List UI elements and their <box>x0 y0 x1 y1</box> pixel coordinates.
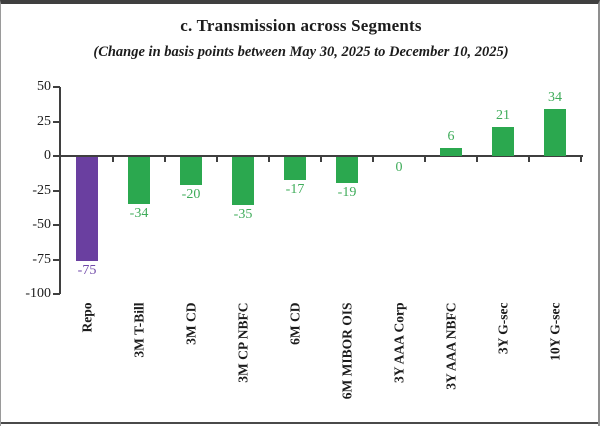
y-axis-tick <box>53 155 60 157</box>
bar-value-label: 34 <box>548 90 562 106</box>
y-axis-tick-label: -25 <box>32 182 51 198</box>
bar <box>232 157 254 206</box>
y-axis-tick-label: -50 <box>32 217 51 232</box>
bar-value-label: -20 <box>181 186 201 202</box>
x-axis-tick <box>216 157 218 162</box>
chart-title: c. Transmission across Segments <box>180 16 422 35</box>
bar-value-label: -19 <box>337 185 357 201</box>
y-axis-tick-label: 25 <box>37 113 51 129</box>
y-axis-line <box>59 87 61 294</box>
category-label: 6M CD <box>287 302 302 345</box>
y-axis-tick <box>53 258 60 261</box>
y-axis-tick-label: -100 <box>25 286 51 301</box>
category-label: 6M MIBOR OIS <box>339 302 354 400</box>
x-axis-tick <box>320 157 322 162</box>
bar <box>180 157 202 185</box>
bar <box>128 157 150 204</box>
x-axis-line <box>59 155 583 157</box>
category-label: Repo <box>79 302 94 333</box>
bar-value-label: -17 <box>285 182 305 198</box>
y-axis-tick <box>53 293 60 295</box>
figure-bottom-rule <box>1 422 598 424</box>
x-axis-tick <box>164 157 166 162</box>
y-axis-tick <box>53 86 60 88</box>
bar-value-label: 21 <box>496 108 510 124</box>
x-axis-tick <box>112 157 114 162</box>
bar-value-label: 6 <box>447 128 455 144</box>
bar-value-label: -75 <box>77 262 97 278</box>
category-label: 10Y G-sec <box>547 302 562 361</box>
bar <box>336 157 358 184</box>
bar <box>544 109 566 156</box>
y-axis-tick <box>53 120 60 123</box>
bar-value-label: 0 <box>395 160 403 175</box>
category-label: 3Y G-sec <box>495 302 510 355</box>
category-label: 3Y AAA NBFC <box>443 302 458 390</box>
x-axis-tick <box>528 157 530 162</box>
y-axis-tick-label: -75 <box>32 251 51 267</box>
category-label: 3M CP NBFC <box>235 302 250 383</box>
y-axis-tick-label: 50 <box>37 79 51 94</box>
category-label: 3Y AAA Corp <box>391 302 406 384</box>
bar <box>440 147 462 156</box>
x-axis-tick <box>268 157 270 162</box>
y-axis-tick-label: 0 <box>44 148 51 163</box>
bar-value-label: -35 <box>233 207 253 223</box>
x-axis-tick <box>476 157 478 162</box>
bar <box>76 157 98 261</box>
category-label: 3M T-Bill <box>131 302 146 358</box>
y-axis-tick <box>53 224 60 226</box>
x-axis-tick <box>424 157 426 162</box>
x-axis-tick <box>372 157 374 162</box>
bar <box>284 157 306 181</box>
category-label: 3M CD <box>183 302 198 345</box>
x-axis-tick <box>580 157 582 162</box>
chart-subtitle: (Change in basis points between May 30, … <box>93 44 509 60</box>
bar <box>492 127 514 156</box>
bar-value-label: -34 <box>129 205 149 221</box>
y-axis-tick <box>53 189 60 192</box>
